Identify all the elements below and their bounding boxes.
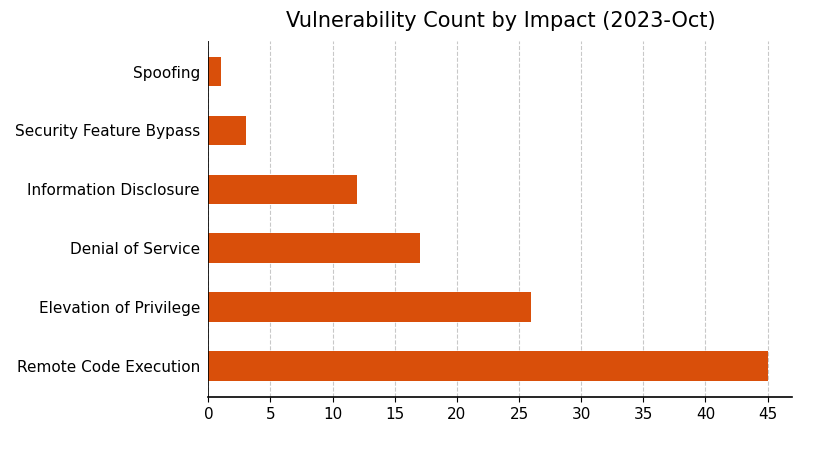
Bar <box>208 57 221 86</box>
Bar <box>208 292 532 322</box>
Bar <box>208 351 768 381</box>
Bar <box>208 115 246 145</box>
Bar <box>208 234 420 263</box>
Bar <box>208 175 358 204</box>
Title: Vulnerability Count by Impact (2023-Oct): Vulnerability Count by Impact (2023-Oct) <box>286 11 715 31</box>
